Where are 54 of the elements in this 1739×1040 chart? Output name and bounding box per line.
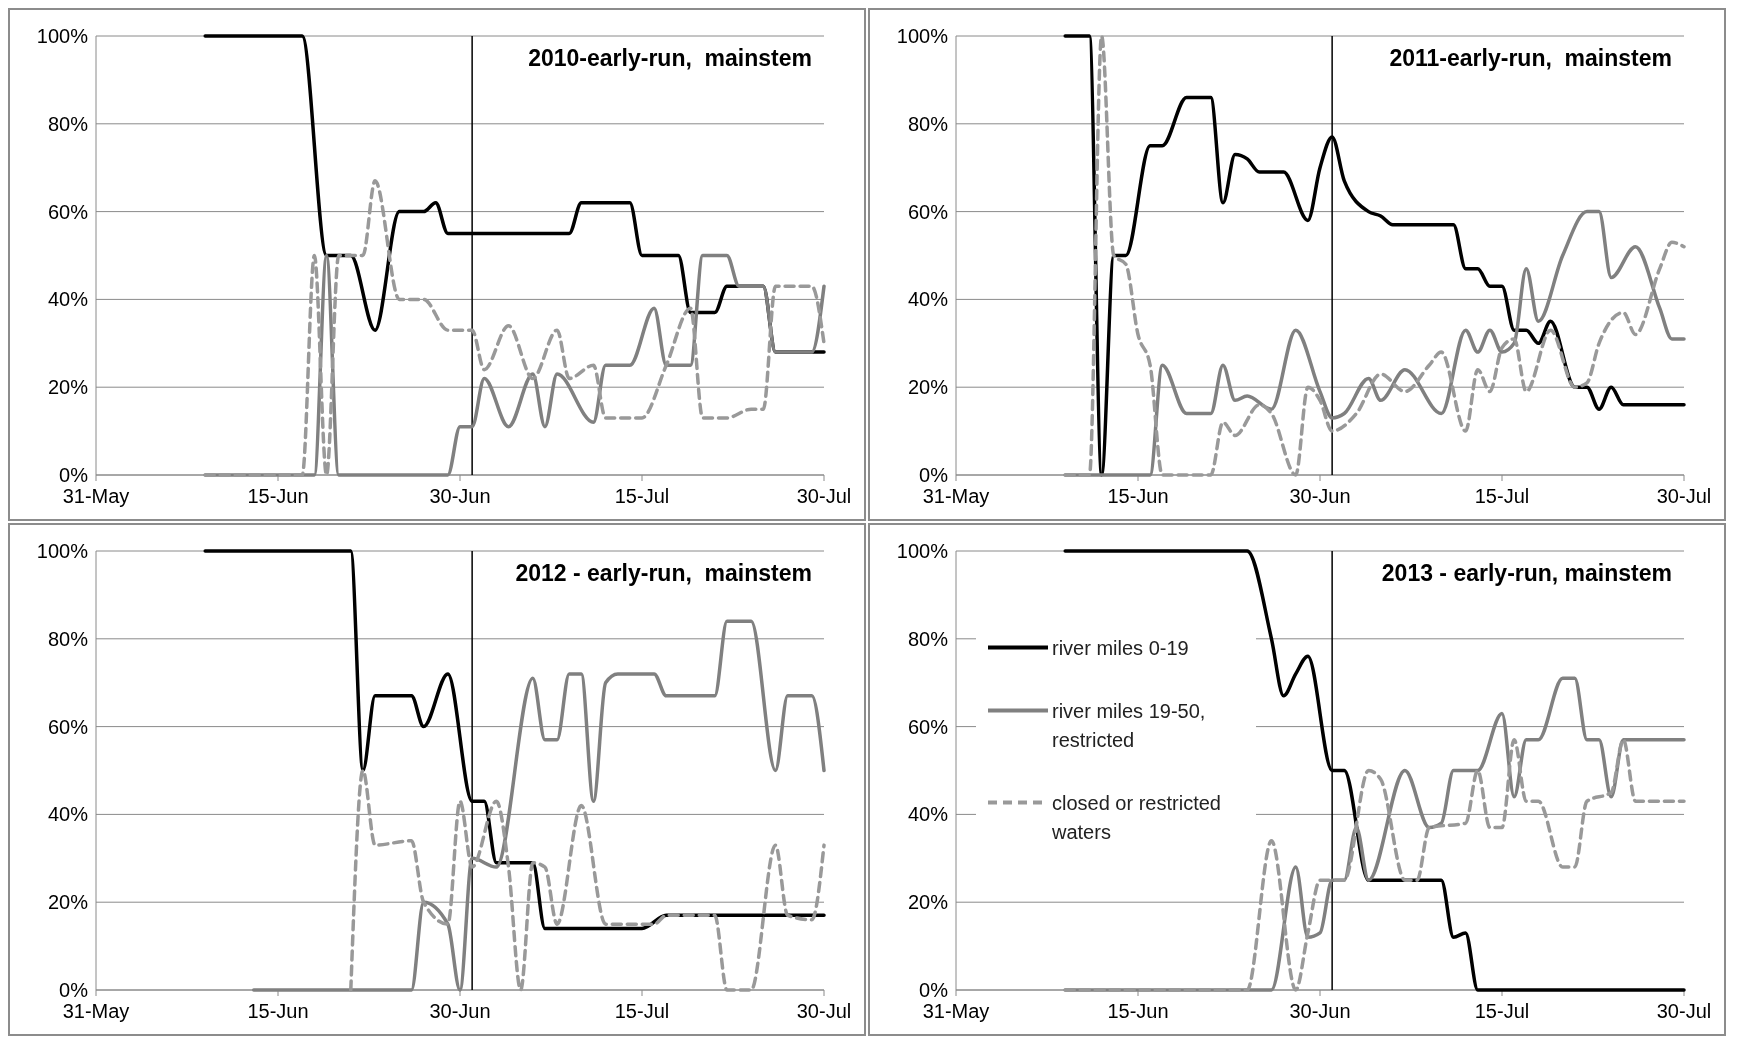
x-tick-label: 31-May <box>922 1000 990 1022</box>
x-tick-label: 30-Jul <box>796 1000 852 1022</box>
y-tick-label: 40% <box>907 803 949 826</box>
legend-label: closed or restricted waters <box>1051 791 1221 843</box>
x-tick-label: 15-Jun <box>247 1000 309 1022</box>
y-tick-label: 60% <box>907 715 949 738</box>
y-tick-label: 40% <box>907 288 949 311</box>
x-tick-label: 15-Jul <box>1474 1000 1530 1022</box>
chart-title: 2011-early-run, mainstem <box>1389 45 1672 71</box>
y-tick-label: 80% <box>47 627 89 650</box>
line-series <box>1063 34 1686 477</box>
y-tick-label: 60% <box>47 715 89 738</box>
y-tick-label: 40% <box>47 803 89 826</box>
y-tick-label: 20% <box>47 891 89 914</box>
x-tick-label: 31-May <box>922 485 990 507</box>
y-tick-label: 80% <box>907 112 949 135</box>
chart-title: 2010-early-run, mainstem <box>528 45 812 71</box>
x-tick-label: 15-Jun <box>1107 485 1169 507</box>
chart-title: 2013 - early-run, mainstem <box>1381 560 1672 586</box>
y-tick-label: 0% <box>59 979 89 1001</box>
x-tick-label: 15-Jun <box>1107 1000 1169 1022</box>
x-tick-label: 30-Jul <box>1656 1000 1712 1022</box>
line-series <box>203 179 826 477</box>
y-tick-label: 100% <box>36 25 89 47</box>
x-tick-label: 30-Jul <box>796 485 852 507</box>
x-tick-label: 15-Jul <box>614 1000 670 1022</box>
y-tick-label: 100% <box>896 25 949 47</box>
y-tick-label: 100% <box>896 540 949 562</box>
x-tick-label: 31-May <box>62 1000 130 1022</box>
y-tick-label: 0% <box>919 464 949 486</box>
legend-label: river miles 0-19 <box>1052 636 1189 659</box>
x-tick-label: 15-Jul <box>1474 485 1530 507</box>
legend-label: river miles 19-50, restricted <box>1052 699 1206 751</box>
y-tick-label: 20% <box>907 891 949 914</box>
y-tick-label: 60% <box>47 200 89 223</box>
y-tick-label: 60% <box>907 200 949 223</box>
y-tick-label: 20% <box>47 376 89 399</box>
y-tick-label: 100% <box>36 540 89 562</box>
y-tick-label: 0% <box>59 464 89 486</box>
x-tick-label: 30-Jun <box>429 1000 491 1022</box>
y-tick-label: 20% <box>907 376 949 399</box>
line-series <box>349 768 826 992</box>
x-tick-label: 15-Jul <box>614 485 670 507</box>
x-tick-label: 30-Jun <box>1289 485 1351 507</box>
x-tick-label: 30-Jul <box>1656 485 1712 507</box>
x-tick-label: 31-May <box>62 485 130 507</box>
x-tick-label: 30-Jun <box>429 485 491 507</box>
y-tick-label: 0% <box>919 979 949 1001</box>
y-tick-label: 80% <box>907 627 949 650</box>
x-tick-label: 15-Jun <box>247 485 309 507</box>
x-tick-label: 30-Jun <box>1289 1000 1351 1022</box>
y-tick-label: 40% <box>47 288 89 311</box>
y-tick-label: 80% <box>47 112 89 135</box>
chart-title: 2012 - early-run, mainstem <box>515 560 812 586</box>
